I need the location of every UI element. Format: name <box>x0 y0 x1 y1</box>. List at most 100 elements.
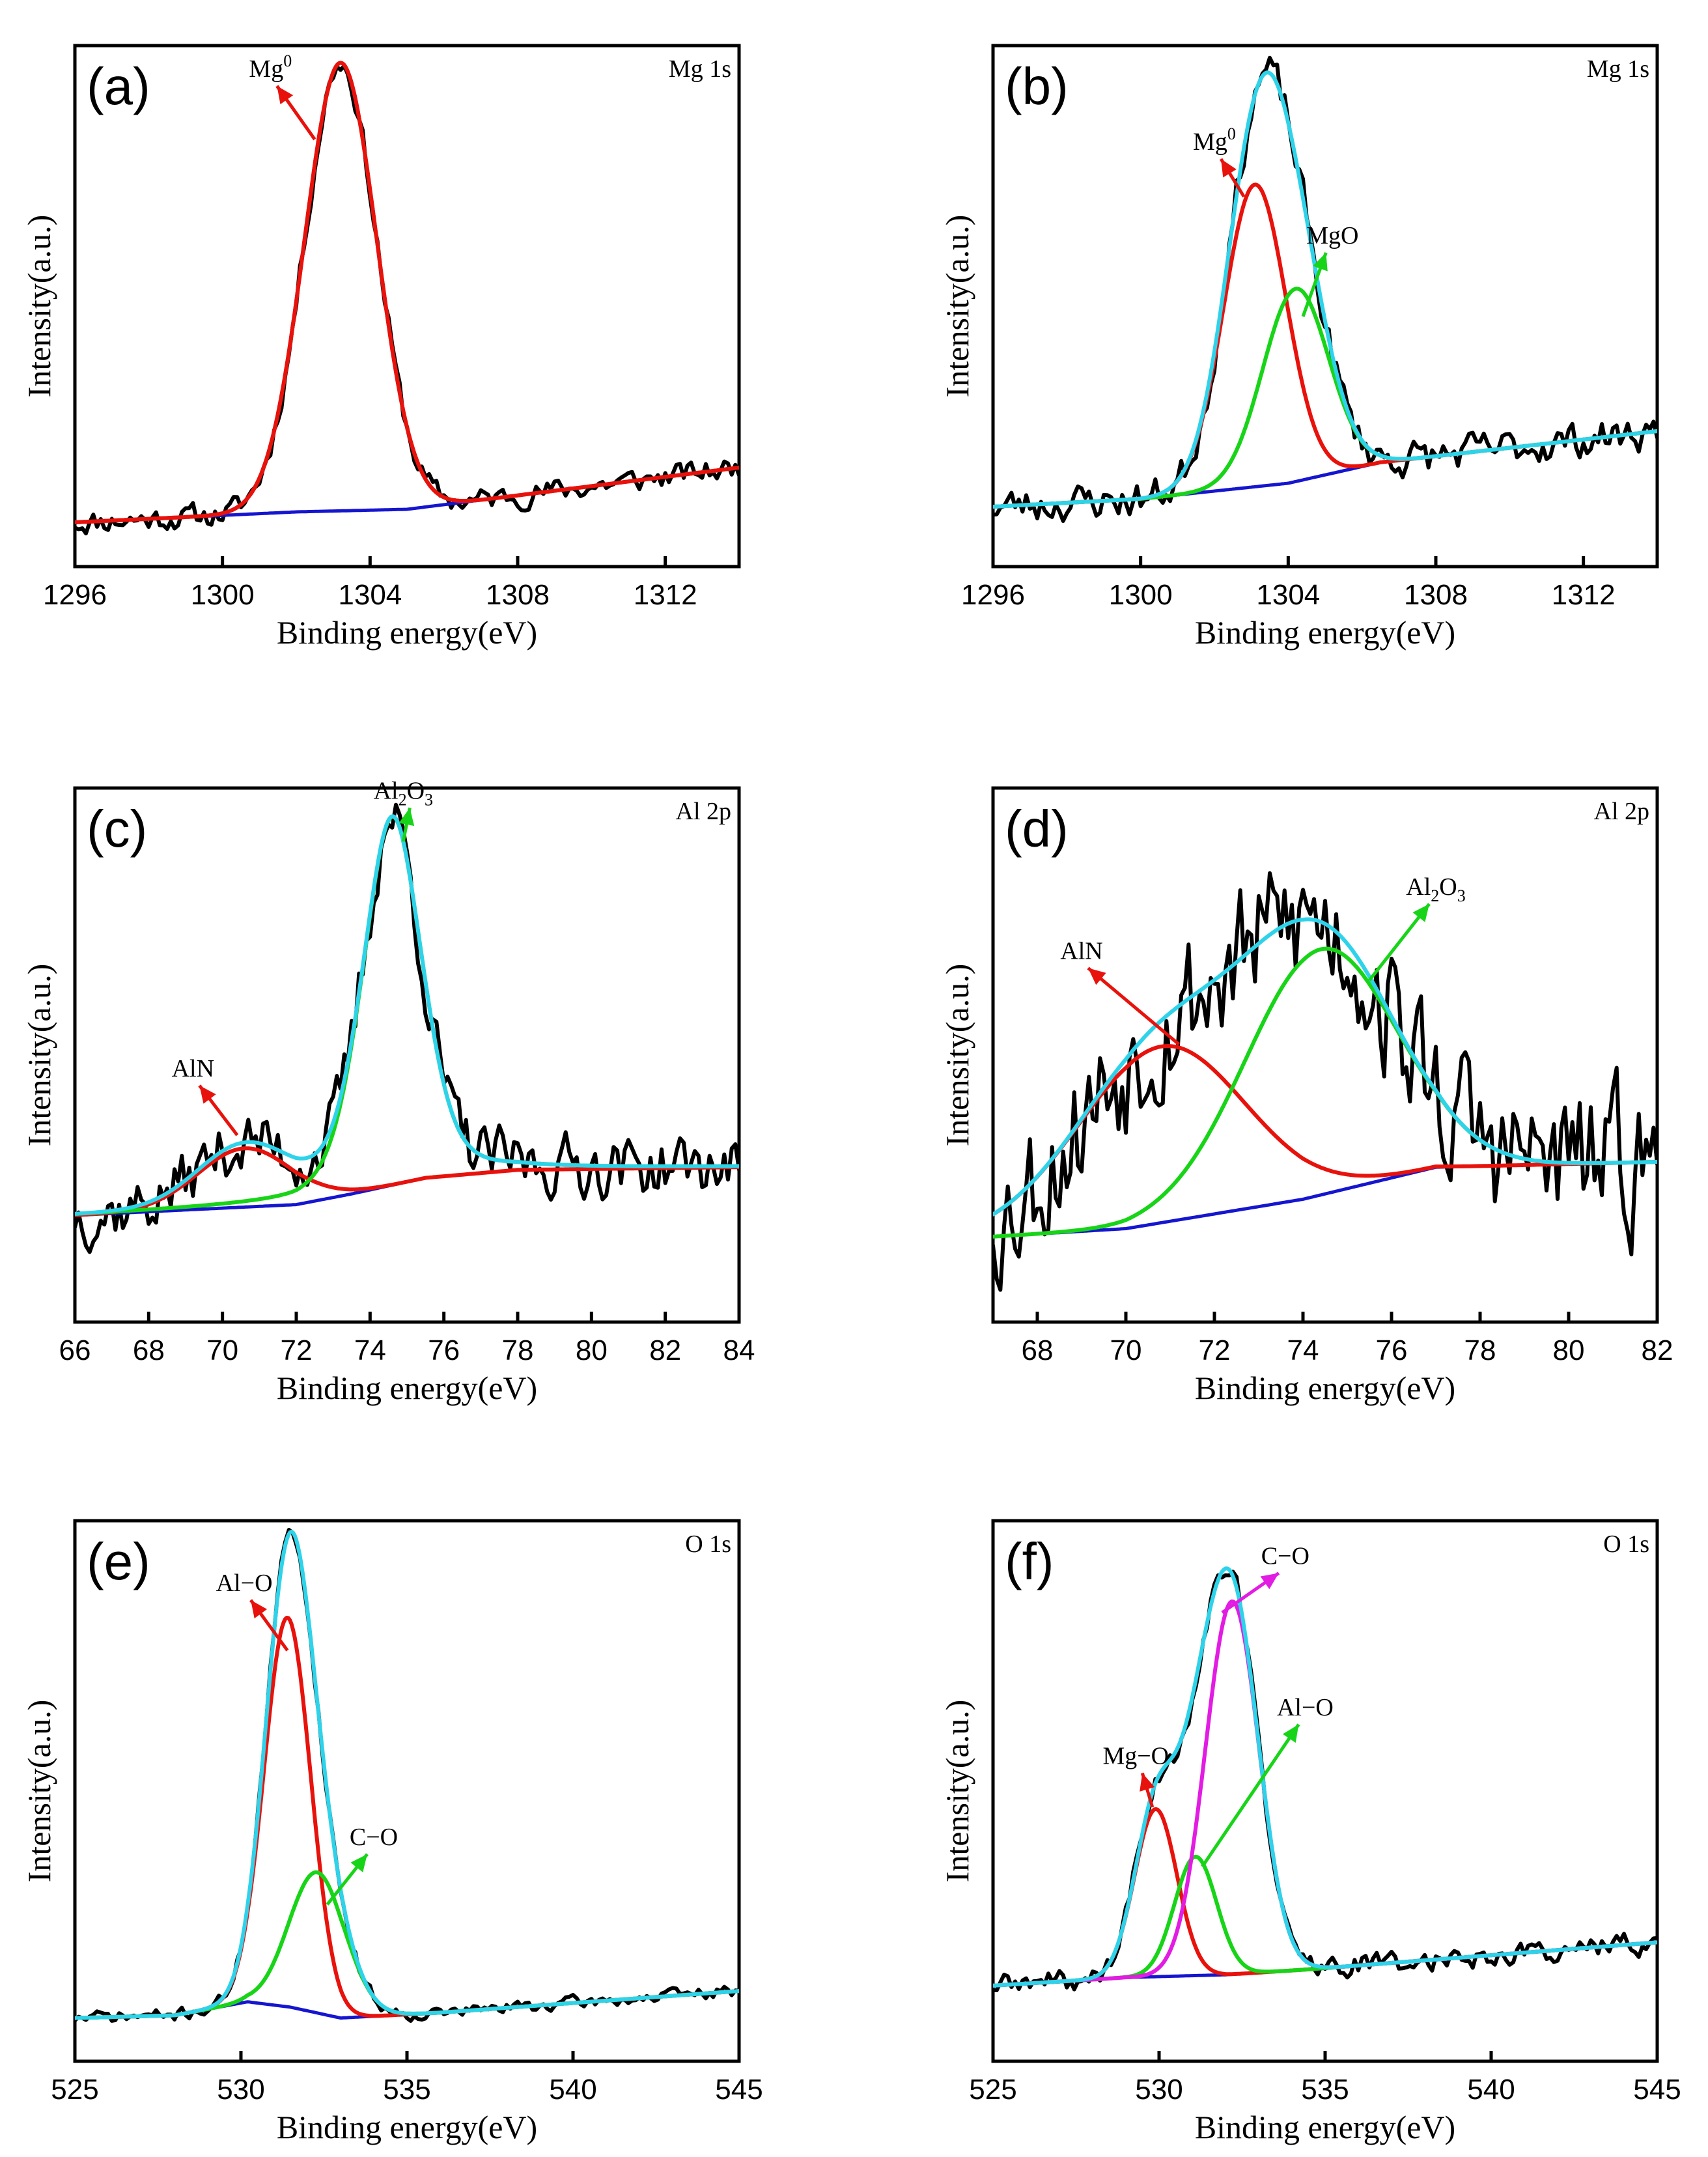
x-tick-label: 525 <box>969 2074 1016 2106</box>
x-tick-label: 525 <box>51 2074 98 2106</box>
plot-frame <box>73 44 741 569</box>
x-axis-title: Binding energy(eV) <box>277 1370 537 1406</box>
raw-spectrum-line <box>75 1528 739 2023</box>
annotation-arrowhead <box>350 1854 367 1872</box>
y-axis-title: Intensity(a.u.) <box>939 964 975 1146</box>
x-tick-label: 72 <box>281 1334 313 1366</box>
envelope-line <box>993 1566 1657 1988</box>
annotation: Al2O3 <box>374 777 433 842</box>
component-line-aln <box>75 1146 739 1217</box>
x-tick-label: 72 <box>1199 1334 1231 1366</box>
background-line <box>75 466 739 524</box>
x-tick-label: 68 <box>1022 1334 1054 1366</box>
core-level-label: O 1s <box>685 1530 731 1558</box>
x-tick-label: 80 <box>576 1334 608 1366</box>
core-level-label: Al 2p <box>676 798 732 825</box>
x-tick-label: 1308 <box>486 579 550 611</box>
panel-label: (f) <box>1005 1532 1054 1590</box>
annotation-arrowhead <box>251 1600 268 1618</box>
x-tick-label: 1300 <box>191 579 255 611</box>
panel-f: 525 530 535 540 545 Binding energy(eV) Intensi… <box>939 1519 1681 2145</box>
x-tick-label: 76 <box>428 1334 460 1366</box>
panel-label: (a) <box>87 57 150 115</box>
envelope-line <box>993 70 1657 509</box>
x-tick-label: 82 <box>1642 1334 1673 1366</box>
annotation-label: Al−O <box>1277 1694 1334 1721</box>
x-tick-label: 1312 <box>634 579 697 611</box>
raw-spectrum-line <box>75 64 739 536</box>
annotation: Al−O <box>1201 1694 1334 1868</box>
x-tick-label: 74 <box>354 1334 386 1366</box>
plot-frame <box>73 1519 741 2063</box>
panel-label: (b) <box>1005 57 1069 115</box>
x-tick-label: 530 <box>217 2074 264 2106</box>
annotation-arrowhead <box>1221 159 1237 178</box>
annotation-arrowhead <box>1313 253 1328 272</box>
x-tick-label: 84 <box>723 1334 755 1366</box>
annotation-label: AlN <box>172 1055 214 1082</box>
x-tick-label: 1296 <box>43 579 107 611</box>
raw-spectrum-line <box>993 1570 1657 1992</box>
annotation: MgO <box>1301 222 1358 317</box>
x-tick-label: 1304 <box>1256 579 1320 611</box>
annotation-label: Al2O3 <box>1406 873 1465 905</box>
annotation-arrow <box>1201 1723 1300 1868</box>
x-tick-label: 535 <box>383 2074 430 2106</box>
annotation-arrowhead <box>1260 1573 1279 1590</box>
x-tick-label: 1312 <box>1552 579 1616 611</box>
panel-label: (d) <box>1005 800 1069 858</box>
envelope-line <box>75 814 739 1216</box>
panel-e: 525 530 535 540 545 Binding energy(eV) Intensi… <box>21 1519 763 2145</box>
x-axis-title: Binding energy(eV) <box>1195 2109 1455 2145</box>
annotation-label: C−O <box>1261 1542 1309 1570</box>
core-level-label: O 1s <box>1603 1530 1649 1558</box>
annotation-arrowhead <box>199 1085 216 1104</box>
annotation-label: Mg0 <box>249 51 292 83</box>
raw-spectrum-line <box>993 871 1657 1292</box>
panel-b: 1296 1300 1304 1308 1312 Binding energy(eV) In… <box>939 44 1659 651</box>
annotation: Al−O <box>216 1570 289 1652</box>
component-line-aln <box>993 1044 1657 1217</box>
x-tick-label: 66 <box>59 1334 91 1366</box>
panel-c: 66 68 70 72 74 76 78 80 82 84 Binding energy(eV) In… <box>21 777 755 1406</box>
x-tick-label: 1300 <box>1109 579 1173 611</box>
plot-frame <box>991 44 1659 569</box>
annotation-label: Mg0 <box>1193 124 1236 156</box>
annotation-arrowhead <box>1282 1724 1299 1743</box>
y-axis-title: Intensity(a.u.) <box>21 1700 57 1882</box>
x-axis-title: Binding energy(eV) <box>1195 1370 1455 1406</box>
annotation: Mg0 <box>249 51 316 141</box>
component-line-al-o <box>75 1615 739 2020</box>
annotation: Mg−O <box>1102 1743 1169 1808</box>
x-axis-title: Binding energy(eV) <box>277 614 537 651</box>
x-tick-label: 1304 <box>338 579 402 611</box>
panel-a: 1296 1300 1304 1308 1312 Binding energy(eV) In… <box>21 44 741 651</box>
panel-label: (e) <box>87 1532 150 1590</box>
annotation: C−O <box>326 1824 398 1906</box>
annotation-label: AlN <box>1060 937 1102 965</box>
x-tick-label: 545 <box>1633 2074 1681 2106</box>
raw-spectrum-line <box>75 802 739 1254</box>
annotation: AlN <box>1060 937 1181 1046</box>
annotation: C−O <box>1221 1542 1309 1614</box>
plot-frame <box>73 786 741 1324</box>
annotation-label: Al−O <box>216 1570 273 1597</box>
annotation: Mg0 <box>1193 124 1246 198</box>
x-tick-label: 70 <box>206 1334 238 1366</box>
x-axis-title: Binding energy(eV) <box>277 2109 537 2145</box>
annotation: AlN <box>172 1055 239 1136</box>
annotation-label: C−O <box>350 1824 398 1851</box>
envelope-line <box>75 1529 739 2020</box>
panel-label: (c) <box>87 800 147 858</box>
annotation: Al2O3 <box>1368 873 1466 981</box>
core-level-label: Mg 1s <box>669 55 731 83</box>
core-level-label: Mg 1s <box>1587 55 1649 83</box>
envelope-line <box>993 917 1657 1217</box>
x-tick-label: 78 <box>1464 1334 1496 1366</box>
annotation-arrowhead <box>1088 968 1106 985</box>
annotation-label: Mg−O <box>1102 1743 1169 1770</box>
panel-d: 68 70 72 74 76 78 80 82 Binding energy(eV) Intens… <box>939 786 1673 1406</box>
annotation-arrowhead <box>1412 904 1429 922</box>
component-line-c-o <box>993 1599 1657 1988</box>
